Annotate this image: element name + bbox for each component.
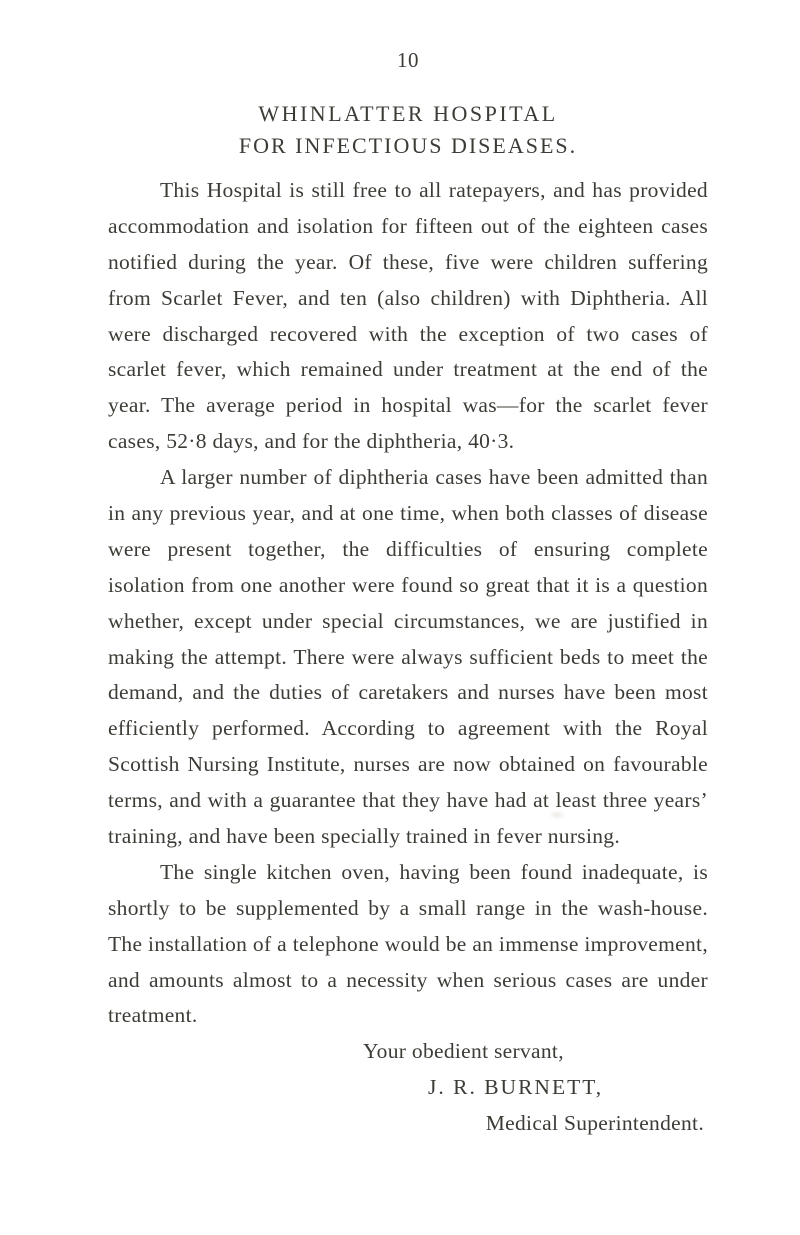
paragraph-3: The single kitchen oven, having been fou… bbox=[108, 855, 708, 1034]
paragraph-2: A larger number of diphtheria cases have… bbox=[108, 460, 708, 855]
closing-salutation: Your obedient servant, bbox=[108, 1034, 708, 1070]
page-number: 10 bbox=[108, 48, 708, 73]
title-line-2: FOR INFECTIOUS DISEASES. bbox=[108, 133, 708, 159]
closing-signature: J. R. BURNETT, bbox=[108, 1070, 708, 1106]
body-text: This Hospital is still free to all ratep… bbox=[108, 173, 708, 1034]
title-line-1: WHINLATTER HOSPITAL bbox=[108, 101, 708, 127]
closing-block: Your obedient servant, J. R. BURNETT, Me… bbox=[108, 1034, 708, 1142]
closing-title: Medical Superintendent. bbox=[108, 1106, 708, 1142]
document-page: 10 WHINLATTER HOSPITAL FOR INFECTIOUS DI… bbox=[0, 0, 800, 1235]
paragraph-1: This Hospital is still free to all ratep… bbox=[108, 173, 708, 460]
